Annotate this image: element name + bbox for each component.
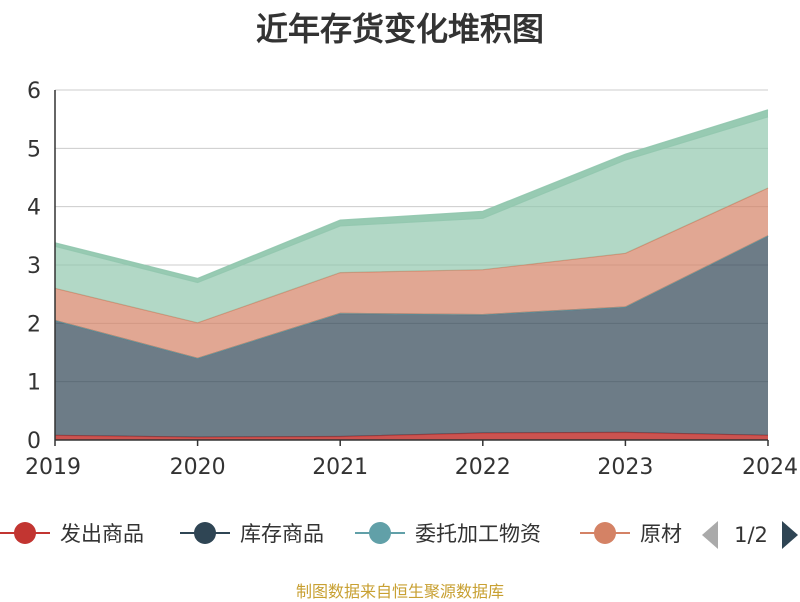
area-series-3 — [55, 188, 768, 359]
legend-item-1[interactable]: 库存商品 — [180, 522, 324, 546]
legend-pager: 1/2 — [702, 521, 798, 549]
chart-title: 近年存货变化堆积图 — [255, 10, 544, 48]
x-tick-label: 2024 — [742, 455, 798, 480]
pager-prev-icon[interactable] — [702, 521, 718, 549]
axes: 0 1 2 3 4 5 6 2019 2020 2021 2022 2023 2024 — [25, 79, 798, 480]
y-tick-label: 1 — [27, 371, 41, 396]
pager-next-icon[interactable] — [782, 521, 798, 549]
source-note: 制图数据来自恒生聚源数据库 — [295, 582, 504, 601]
y-tick-label: 0 — [27, 429, 41, 454]
legend: 发出商品 库存商品 委托加工物资 原材料 — [0, 522, 703, 546]
legend-label: 库存商品 — [240, 522, 324, 546]
x-tick-label: 2021 — [312, 455, 368, 480]
area-series-4 — [55, 116, 768, 323]
area-series — [54, 109, 769, 440]
legend-marker-icon — [194, 522, 216, 544]
legend-marker-icon — [369, 522, 391, 544]
legend-item-0[interactable]: 发出商品 — [0, 522, 144, 546]
area-series-1 — [55, 235, 768, 438]
legend-item-2[interactable]: 委托加工物资 — [355, 522, 541, 546]
x-tick-label: 2023 — [597, 455, 653, 480]
legend-label: 发出商品 — [60, 522, 144, 546]
legend-label: 原材料 — [640, 522, 703, 546]
x-tick-label: 2020 — [170, 455, 226, 480]
y-tick-label: 2 — [27, 312, 41, 337]
area-line-5 — [54, 109, 769, 280]
legend-marker-icon — [14, 522, 36, 544]
area-series-0 — [55, 432, 768, 440]
legend-marker-icon — [594, 522, 616, 544]
y-tick-label: 5 — [27, 137, 41, 162]
y-tick-label: 4 — [27, 196, 41, 221]
y-tick-label: 3 — [27, 254, 41, 279]
area-line-4 — [54, 116, 769, 284]
legend-label: 委托加工物资 — [415, 522, 541, 546]
x-tick-label: 2022 — [455, 455, 511, 480]
x-tick-label: 2019 — [25, 455, 81, 480]
pager-page-text: 1/2 — [734, 523, 768, 547]
y-tick-label: 6 — [27, 79, 41, 104]
legend-item-3[interactable]: 原材料 — [580, 522, 703, 546]
